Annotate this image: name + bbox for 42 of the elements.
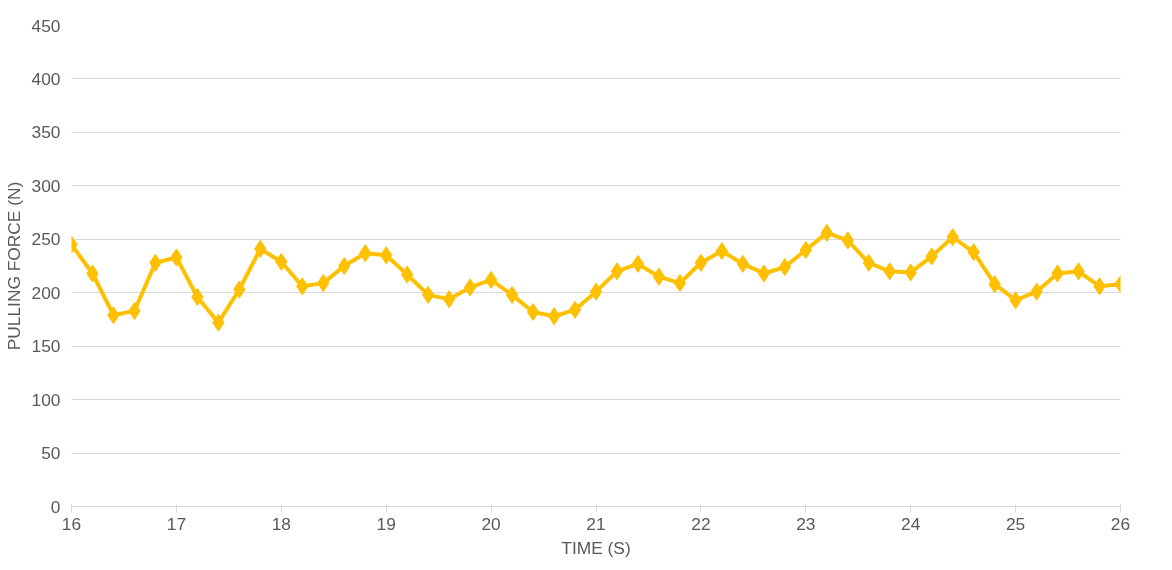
y-tick-label: 300 — [31, 175, 61, 196]
point — [652, 267, 666, 286]
x-tick-label: 26 — [1110, 513, 1131, 534]
y-tick-label: 50 — [41, 443, 61, 464]
point — [191, 288, 204, 306]
x-tick-label: 17 — [166, 513, 187, 534]
point — [715, 242, 729, 261]
point — [338, 257, 351, 275]
y-tick-label: 350 — [31, 122, 61, 143]
x-tick-label: 21 — [586, 513, 606, 534]
point — [757, 264, 771, 283]
point — [631, 254, 645, 273]
y-tick-label: 200 — [31, 282, 61, 303]
point — [736, 254, 750, 273]
point — [442, 290, 456, 309]
x-tick-label: 18 — [271, 513, 291, 534]
point — [526, 302, 540, 321]
point — [505, 285, 519, 304]
y-tick-label: 250 — [31, 229, 61, 250]
point — [547, 307, 561, 326]
point — [421, 285, 435, 304]
x-tick-label: 25 — [1005, 513, 1026, 534]
point — [484, 270, 498, 289]
x-axis-title: TIME (S) — [561, 537, 631, 558]
x-tick-label: 24 — [901, 513, 921, 534]
y-tick-label: 150 — [31, 336, 61, 357]
point — [694, 253, 708, 272]
x-tick-label: 22 — [691, 513, 711, 534]
point — [589, 282, 603, 301]
y-axis-title: PULLING FORCE (N) — [3, 181, 24, 351]
x-tick-label: 20 — [481, 513, 501, 534]
y-tick-label: 100 — [31, 389, 61, 410]
point — [568, 300, 582, 319]
y-tick-label: 400 — [31, 68, 61, 89]
point — [673, 274, 687, 293]
point — [610, 262, 624, 281]
y-tick-label: 450 — [31, 15, 61, 36]
x-tick-label: 23 — [796, 513, 816, 534]
y-tick-label: 0 — [50, 496, 61, 517]
x-tick-label: 19 — [376, 513, 396, 534]
point — [463, 278, 477, 297]
x-tick-label: 16 — [61, 513, 82, 534]
